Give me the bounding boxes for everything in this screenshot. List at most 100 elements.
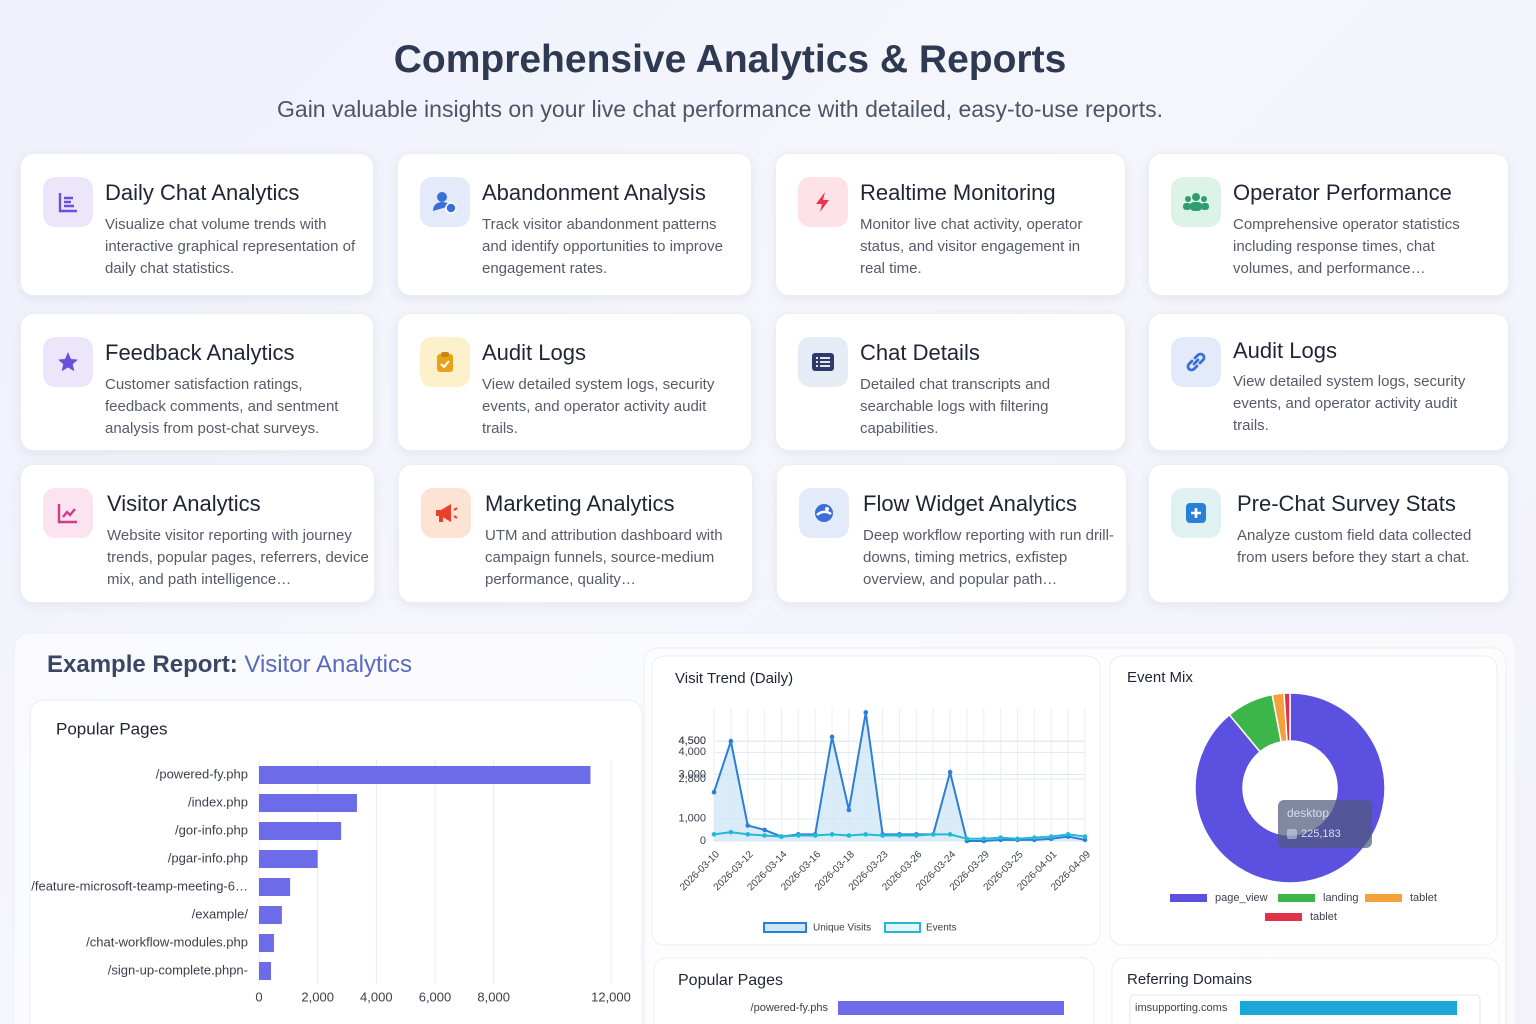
icon [799, 488, 849, 538]
pie-slice [1283, 692, 1291, 742]
point [998, 835, 1003, 840]
point [1015, 836, 1020, 842]
bar-label: /powered-fy.php [156, 766, 248, 781]
bar-label: /index.php [188, 794, 248, 809]
bar [259, 962, 272, 980]
card-description: Analyze custom field data collected from… [1237, 527, 1472, 566]
point [964, 836, 970, 842]
feature-card[interactable]: Feedback Analytics Customer satisfaction … [20, 313, 374, 451]
chart-title: Visit Trend (Daily) [675, 670, 793, 687]
icon [1171, 177, 1221, 227]
point [846, 807, 852, 813]
card-description: Visualize chat volume trends with intera… [105, 216, 356, 277]
point [762, 827, 767, 833]
card-title: Flow Widget Analytics [863, 491, 1077, 516]
tooltip-value: 225,183 [1301, 828, 1341, 840]
legend-label: landing [1323, 892, 1358, 904]
chart-title: Event Mix [1127, 669, 1193, 686]
point [1032, 835, 1037, 840]
point [745, 832, 751, 837]
legend-label: page_view [1215, 892, 1268, 904]
icon [43, 488, 93, 538]
area [714, 712, 1085, 841]
x-tick-label: 6,000 [419, 989, 452, 1004]
point [796, 833, 801, 838]
point [1065, 832, 1071, 837]
y-tick-label: 4,500 [678, 735, 706, 747]
card-description: Detailed chat transcripts and searchable… [860, 376, 1051, 437]
card-title: Operator Performance [1233, 180, 1452, 205]
feature-card[interactable]: Pre-Chat Survey Stats Analyze custom fiel… [1148, 464, 1509, 603]
card-title: Realtime Monitoring [860, 180, 1056, 205]
chart-title: Referring Domains [1127, 971, 1252, 988]
point [711, 832, 717, 837]
legend-swatch [1278, 894, 1315, 902]
tooltip-swatch [1287, 829, 1297, 839]
point [1082, 837, 1088, 843]
bar [259, 766, 591, 784]
bar-label: imsupporting.coms [1135, 1002, 1228, 1014]
feature-card[interactable]: Realtime Monitoring Monitor live chat act… [775, 153, 1126, 296]
feature-card[interactable]: Operator Performance Comprehensive operat… [1148, 153, 1509, 296]
icon [798, 177, 848, 227]
report-name: Visitor Analytics [244, 651, 412, 678]
bar [259, 822, 342, 840]
feature-card[interactable]: Flow Widget Analytics Deep workflow repor… [776, 464, 1127, 603]
point [880, 833, 885, 838]
feature-card[interactable]: Chat Details Detailed chat transcripts an… [775, 313, 1126, 451]
point [728, 738, 734, 744]
icon [43, 177, 93, 227]
x-tick-label: 2,000 [301, 989, 334, 1004]
bar [259, 934, 274, 952]
point [947, 769, 953, 775]
icon [420, 177, 470, 227]
card-title: Feedback Analytics [105, 340, 295, 365]
y-tick-label: 4,000 [678, 746, 706, 758]
point [863, 832, 869, 837]
tooltip [1278, 800, 1372, 848]
card-title: Marketing Analytics [485, 491, 675, 516]
feature-card[interactable]: Daily Chat Analytics Visualize chat volum… [20, 153, 374, 296]
legend-label: tablet [1410, 892, 1437, 904]
point [863, 710, 869, 715]
y-tick-label: 2,800 [678, 773, 706, 785]
point [1082, 834, 1088, 839]
feature-card[interactable]: Audit Logs View detailed system logs, sec… [1148, 313, 1509, 451]
bar-label: /powered-fy.phs [751, 1002, 829, 1014]
point [897, 833, 902, 838]
card-description: Website visitor reporting with journey t… [107, 527, 369, 588]
y-tick-label: 4,500 [678, 735, 706, 747]
point [1048, 834, 1054, 839]
legend-swatch [1170, 894, 1207, 902]
bar-label: /gor-info.php [175, 822, 248, 837]
point [812, 833, 818, 838]
legend-swatch [1365, 894, 1402, 902]
feature-card[interactable]: Audit Logs View detailed system logs, sec… [397, 313, 752, 451]
feature-card[interactable]: Marketing Analytics UTM and attribution d… [398, 464, 753, 603]
card-description: View detailed system logs, security even… [1233, 373, 1466, 434]
chart-title: Popular Pages [56, 719, 168, 738]
feature-card[interactable]: Abandonment Analysis Track visitor abando… [397, 153, 752, 296]
bar [259, 878, 291, 896]
table-box [1129, 994, 1481, 1024]
report-title: Example Report: Visitor Analytics [47, 651, 412, 678]
y-tick-label: 0 [700, 835, 706, 847]
bar-label: /example/ [192, 906, 249, 921]
x-tick-label: 8,000 [477, 989, 510, 1004]
icon [1171, 337, 1221, 387]
y-tick-label: 1,000 [678, 813, 706, 825]
tooltip-label: desktop [1287, 806, 1329, 820]
bar [259, 850, 318, 868]
y-tick-label: 3,000 [678, 768, 706, 780]
bar [259, 794, 357, 812]
card-title: Visitor Analytics [107, 491, 261, 516]
card-description: Customer satisfaction ratings, feedback … [105, 376, 339, 437]
card-description: Deep workflow reporting with run drill-d… [863, 527, 1114, 588]
report-label: Example Report: [47, 651, 238, 678]
card-description: Comprehensive operator statistics includ… [1233, 216, 1460, 277]
feature-card[interactable]: Visitor Analytics Website visitor reporti… [20, 464, 375, 603]
icon [43, 337, 93, 387]
point [829, 832, 835, 837]
point [711, 789, 717, 795]
